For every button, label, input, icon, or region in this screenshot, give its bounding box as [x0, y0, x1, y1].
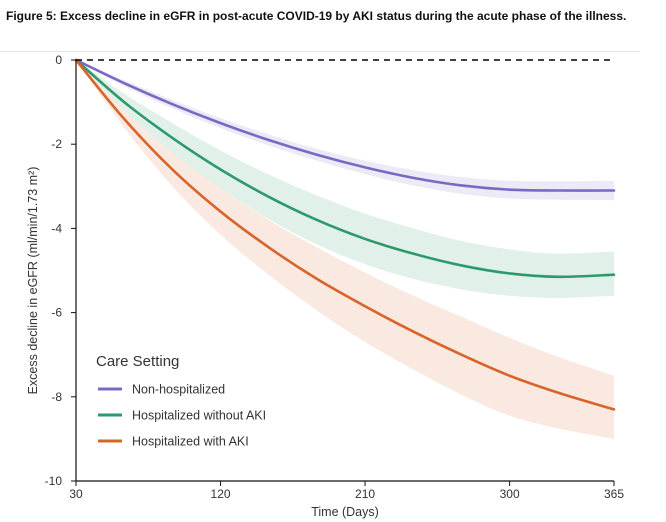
series-line-non-hospitalized: [74, 58, 616, 192]
y-tick-label: -4: [51, 221, 62, 235]
y-axis-label: Excess decline in eGFR (ml/min/1.73 m²): [26, 167, 40, 395]
axis-ticks: 30 120 210 300 365 0 -2 -4 -6 -8 -10: [45, 53, 625, 501]
y-tick-label: -10: [45, 474, 63, 488]
x-tick-label: 120: [211, 487, 231, 501]
legend-label-hospitalized-with-aki: Hospitalized with AKI: [132, 435, 249, 449]
ci-band-hospitalized-without-aki: [76, 60, 614, 298]
series-line-hospitalized-without-aki: [74, 58, 616, 279]
y-tick-label: 0: [55, 53, 62, 67]
x-tick-label: 300: [500, 487, 520, 501]
ci-band-non-hospitalized: [76, 60, 614, 201]
x-tick-label: 365: [604, 487, 624, 501]
ci-band-hospitalized-with-aki: [76, 60, 614, 439]
x-axis-label: Time (Days): [311, 505, 379, 519]
confidence-bands: [76, 60, 614, 439]
figure-title: Figure 5: Excess decline in eGFR in post…: [6, 9, 627, 23]
legend-title: Care Setting: [96, 353, 179, 370]
title-divider: [0, 51, 640, 52]
legend-label-hospitalized-without-aki: Hospitalized without AKI: [132, 409, 266, 423]
series-lines: [74, 58, 616, 411]
y-tick-label: -2: [51, 137, 62, 151]
legend: Care Setting Non-hospitalized Hospitalized…: [96, 353, 266, 449]
legend-label-non-hospitalized: Non-hospitalized: [132, 383, 225, 397]
x-tick-label: 210: [355, 487, 375, 501]
x-tick-label: 30: [69, 487, 83, 501]
y-tick-label: -8: [51, 390, 62, 404]
y-tick-label: -6: [51, 306, 62, 320]
axes: [75, 60, 614, 482]
series-line-hospitalized-with-aki: [74, 58, 616, 411]
